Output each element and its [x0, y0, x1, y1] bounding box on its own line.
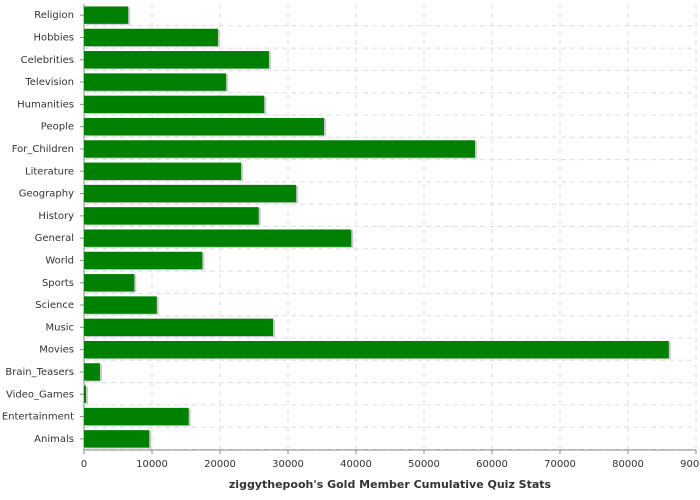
bar [84, 430, 150, 448]
x-axis-title: ziggythepooh's Gold Member Cumulative Qu… [229, 478, 552, 491]
bar-shadow [86, 386, 89, 404]
bar [84, 28, 218, 47]
bar [84, 184, 297, 203]
y-tick-label: Religion [34, 10, 74, 21]
x-tick-label: 40000 [340, 459, 372, 470]
y-tick-label: General [35, 233, 74, 244]
bar [84, 363, 100, 381]
y-tick-label: Literature [25, 166, 74, 177]
bar [84, 385, 87, 403]
bar [84, 251, 203, 270]
bar [84, 6, 129, 24]
x-tick-label: 30000 [272, 459, 304, 470]
x-tick-label: 60000 [476, 459, 508, 470]
bar [84, 229, 352, 247]
bar [84, 296, 157, 314]
bar [84, 140, 475, 158]
bar [84, 207, 259, 225]
y-tick-label: Celebrities [21, 55, 74, 66]
y-tick-label: Science [35, 300, 74, 311]
bar [84, 95, 265, 114]
y-tick-label: World [45, 255, 74, 266]
bar [84, 407, 189, 426]
y-tick-label: Hobbies [34, 32, 74, 43]
y-tick-label: History [38, 211, 74, 222]
y-tick-label: Television [24, 77, 74, 88]
y-tick-label: Entertainment [2, 412, 74, 423]
y-tick-label: For_Children [12, 144, 74, 155]
x-tick-label: 20000 [204, 459, 236, 470]
x-tick-label: 80000 [612, 459, 644, 470]
x-tick-label: 0 [81, 459, 87, 470]
bar [84, 117, 325, 136]
bar [84, 51, 269, 69]
bar [84, 274, 135, 292]
bar [84, 162, 242, 180]
x-tick-label: 70000 [544, 459, 576, 470]
y-tick-label: Music [46, 322, 74, 333]
bar [84, 340, 669, 359]
y-tick-label: Brain_Teasers [5, 367, 74, 378]
bar [84, 73, 227, 91]
y-tick-label: Sports [42, 278, 74, 289]
y-tick-label: Video_Games [6, 389, 74, 400]
x-tick-label: 90000 [680, 459, 700, 470]
y-tick-label: Geography [19, 189, 74, 200]
bar [84, 318, 274, 337]
y-tick-label: Animals [34, 434, 74, 445]
x-tick-label: 50000 [408, 459, 440, 470]
x-tick-label: 10000 [136, 459, 168, 470]
y-tick-label: People [41, 122, 74, 133]
y-tick-label: Movies [39, 345, 74, 356]
y-tick-label: Humanities [17, 99, 74, 110]
